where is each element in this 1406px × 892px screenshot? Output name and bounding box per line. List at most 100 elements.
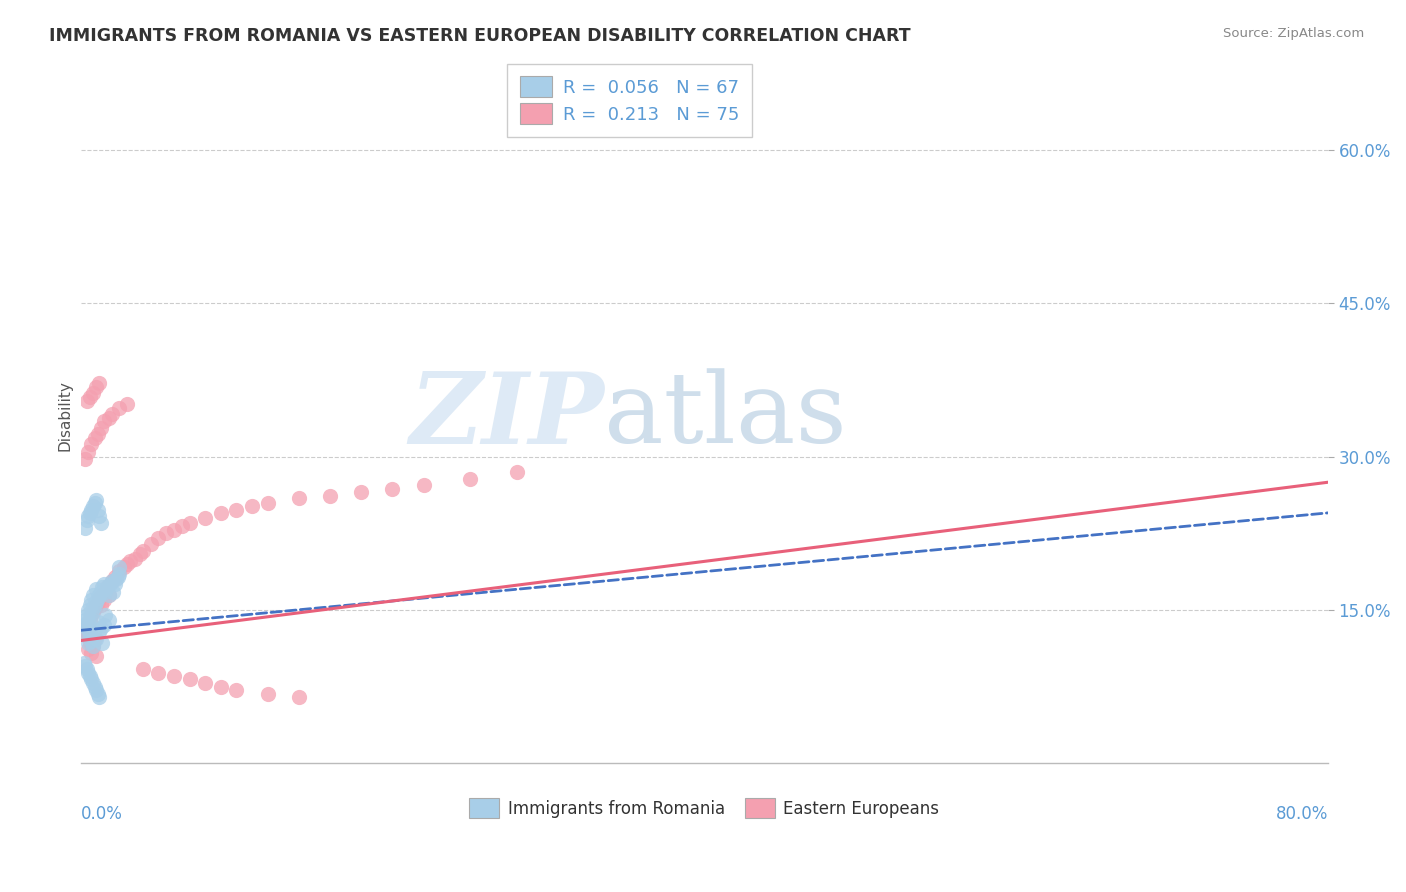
Point xyxy=(76,513,98,527)
Point xyxy=(104,570,127,584)
Point xyxy=(132,543,155,558)
Point xyxy=(319,488,342,502)
Point xyxy=(75,625,97,640)
Point xyxy=(96,581,118,595)
Text: 80.0%: 80.0% xyxy=(1275,805,1329,822)
Point xyxy=(163,669,186,683)
Point xyxy=(209,680,232,694)
Point xyxy=(209,506,232,520)
Point xyxy=(108,567,131,582)
Point xyxy=(225,503,247,517)
Point xyxy=(506,465,529,479)
Point xyxy=(97,588,120,602)
Point xyxy=(90,621,112,635)
Point xyxy=(83,600,105,615)
Point xyxy=(76,625,98,640)
Point xyxy=(79,635,101,649)
Point xyxy=(170,519,193,533)
Point xyxy=(97,613,120,627)
Point xyxy=(100,574,122,589)
Point xyxy=(80,437,103,451)
Point xyxy=(163,523,186,537)
Point xyxy=(80,673,103,687)
Point xyxy=(84,598,107,612)
Point xyxy=(79,598,101,612)
Point xyxy=(128,547,150,561)
Point xyxy=(77,508,100,523)
Point xyxy=(82,386,104,401)
Point xyxy=(86,427,108,442)
Point xyxy=(256,496,278,510)
Point xyxy=(75,451,97,466)
Point xyxy=(105,572,128,586)
Point xyxy=(96,581,118,595)
Text: ZIP: ZIP xyxy=(409,368,605,464)
Point xyxy=(94,584,117,599)
Point xyxy=(94,607,117,622)
Point xyxy=(79,506,101,520)
Point xyxy=(89,376,111,391)
Point xyxy=(76,393,98,408)
Point xyxy=(86,595,108,609)
Point xyxy=(75,613,97,627)
Point xyxy=(117,557,139,571)
Point xyxy=(83,431,105,445)
Point xyxy=(82,676,104,690)
Point xyxy=(72,656,94,670)
Point xyxy=(256,687,278,701)
Point xyxy=(93,592,115,607)
Point xyxy=(86,615,108,629)
Point xyxy=(103,584,125,599)
Point xyxy=(108,564,131,578)
Point xyxy=(93,618,115,632)
Point xyxy=(75,521,97,535)
Point xyxy=(77,666,100,681)
Point xyxy=(82,639,104,653)
Point xyxy=(148,532,170,546)
Point xyxy=(86,503,108,517)
Point xyxy=(108,560,131,574)
Point xyxy=(77,635,100,649)
Point xyxy=(89,591,111,605)
Point xyxy=(77,615,100,629)
Point xyxy=(77,618,100,632)
Point xyxy=(179,516,201,530)
Point xyxy=(77,603,100,617)
Point xyxy=(288,491,311,505)
Point xyxy=(83,680,105,694)
Point xyxy=(84,682,107,697)
Point xyxy=(91,588,114,602)
Point xyxy=(412,478,434,492)
Point xyxy=(350,485,373,500)
Point xyxy=(460,472,482,486)
Legend: Immigrants from Romania, Eastern Europeans: Immigrants from Romania, Eastern Europea… xyxy=(463,792,946,824)
Point xyxy=(90,516,112,530)
Point xyxy=(194,676,217,690)
Point xyxy=(132,662,155,676)
Point xyxy=(90,584,112,599)
Point xyxy=(84,648,107,663)
Point xyxy=(91,635,114,649)
Point xyxy=(82,605,104,619)
Point xyxy=(98,577,121,591)
Point xyxy=(89,508,111,523)
Text: IMMIGRANTS FROM ROMANIA VS EASTERN EUROPEAN DISABILITY CORRELATION CHART: IMMIGRANTS FROM ROMANIA VS EASTERN EUROP… xyxy=(49,27,911,45)
Point xyxy=(225,682,247,697)
Point xyxy=(80,592,103,607)
Point xyxy=(84,582,107,597)
Point xyxy=(84,492,107,507)
Point xyxy=(79,613,101,627)
Point xyxy=(112,560,135,574)
Point xyxy=(139,536,162,550)
Point xyxy=(83,496,105,510)
Point xyxy=(91,581,114,595)
Point xyxy=(100,574,122,589)
Point xyxy=(79,669,101,683)
Text: atlas: atlas xyxy=(605,368,848,464)
Point xyxy=(84,632,107,646)
Point xyxy=(86,591,108,605)
Point xyxy=(89,690,111,704)
Point xyxy=(179,673,201,687)
Point xyxy=(72,624,94,638)
Point xyxy=(82,499,104,513)
